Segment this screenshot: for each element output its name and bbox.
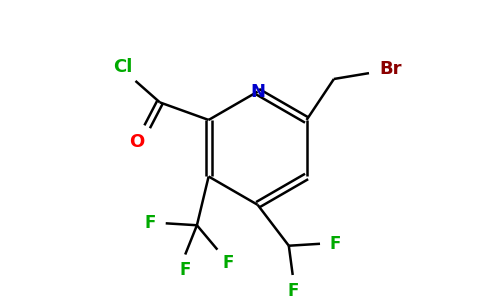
Text: F: F xyxy=(330,235,341,253)
Text: O: O xyxy=(129,134,144,152)
Text: F: F xyxy=(144,214,156,232)
Text: N: N xyxy=(250,83,265,101)
Text: F: F xyxy=(287,282,299,300)
Text: Cl: Cl xyxy=(113,58,133,76)
Text: F: F xyxy=(223,254,234,272)
Text: Br: Br xyxy=(379,60,402,78)
Text: F: F xyxy=(180,261,191,279)
